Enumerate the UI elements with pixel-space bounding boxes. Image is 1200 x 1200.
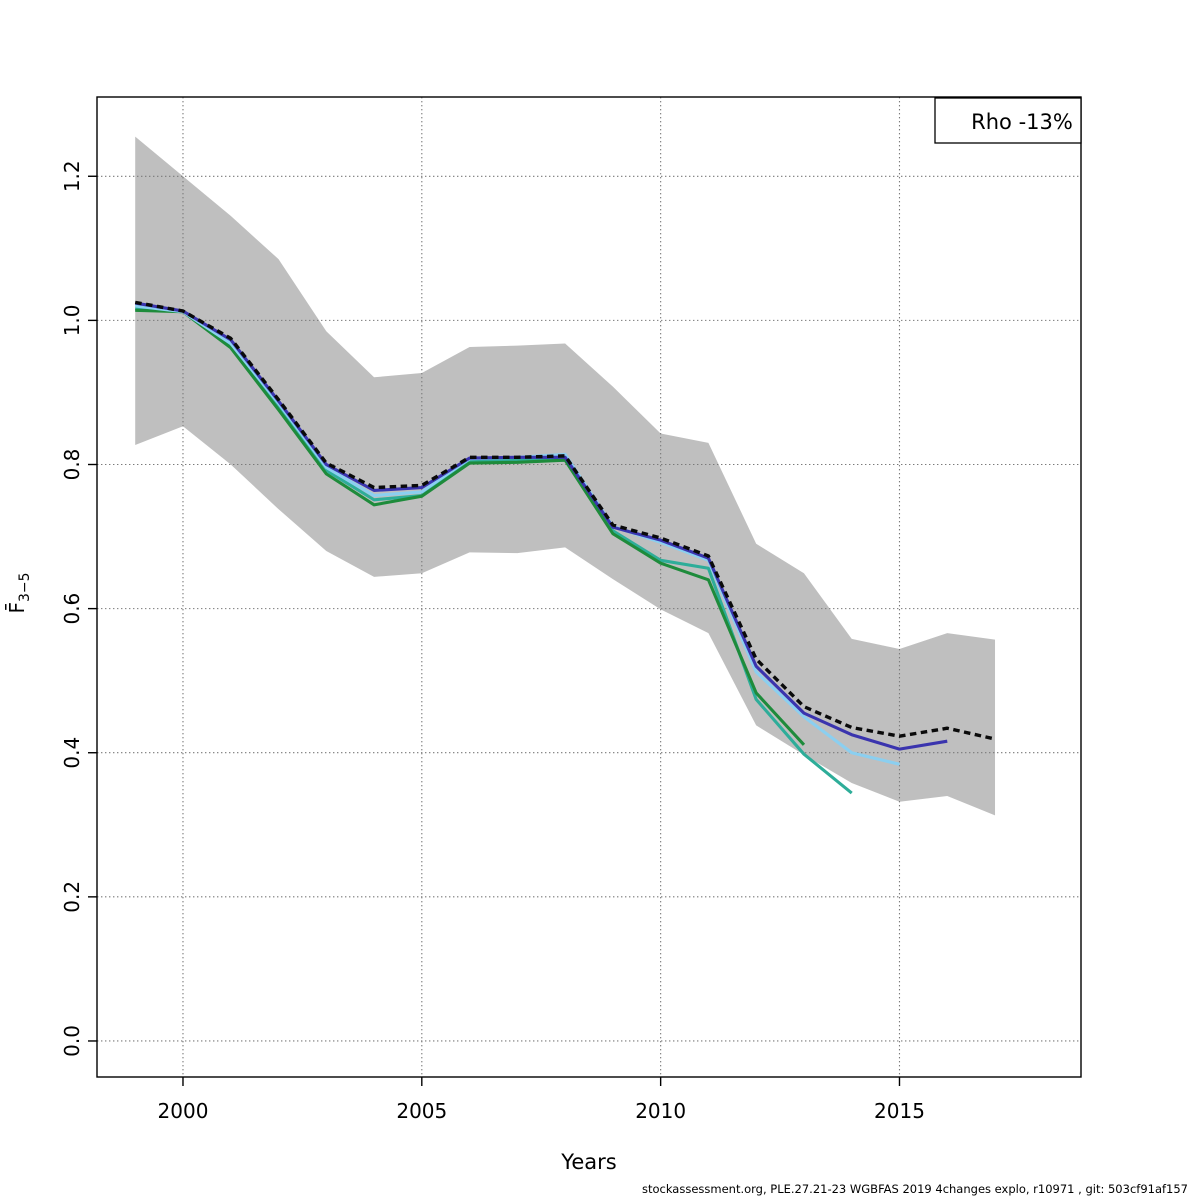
legend-label: Rho -13% (971, 110, 1073, 134)
x-tick-label: 2000 (158, 1099, 209, 1123)
grid (97, 97, 1081, 1077)
y-tick-label: 1.2 (60, 160, 84, 192)
axis-labels: 2000 2005 2010 2015 0.0 0.2 0.4 0.6 0.8 1.0 1.2 (60, 160, 925, 1123)
retro-peel-2013-line (135, 308, 806, 746)
chart-layers (97, 97, 1081, 1077)
x-tick-label: 2005 (396, 1099, 447, 1123)
legend-box (934, 97, 1082, 144)
y-axis-title: F̄3−5 (4, 572, 33, 613)
confidence-band (135, 136, 996, 816)
x-tick-label: 2015 (874, 1099, 925, 1123)
plot-border (96, 96, 1082, 1078)
y-tick-label: 0.0 (60, 1025, 84, 1057)
x-tick-label: 2010 (635, 1099, 686, 1123)
y-tick-label: 0.6 (60, 593, 84, 625)
x-axis-title: Years (560, 1150, 616, 1174)
y-tick-label: 1.0 (60, 304, 84, 336)
y-tick-label: 0.8 (60, 449, 84, 481)
y-tick-label: 0.2 (60, 881, 84, 913)
y-axis-title-text: F̄3−5 (4, 572, 33, 613)
base-run-2017-line (134, 300, 996, 741)
tick-marks (88, 175, 901, 1086)
footer-text: stockassessment.org, PLE.27.21-23 WGBFAS… (642, 1182, 1188, 1196)
y-tick-label: 0.4 (60, 737, 84, 769)
